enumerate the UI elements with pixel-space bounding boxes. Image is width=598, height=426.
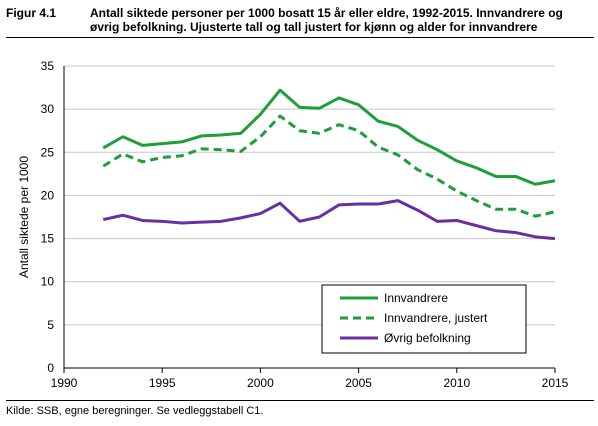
- y-tick-label: 15: [41, 232, 55, 246]
- x-tick-label: 2000: [247, 376, 274, 390]
- y-tick-label: 25: [41, 145, 55, 159]
- legend-label-0: Innvandrere: [384, 291, 448, 305]
- series-line-0: [102, 88, 556, 186]
- series-line-2: [102, 199, 556, 241]
- x-axis-ticks: 1990 1995 2000 2005 2010 2015: [51, 368, 569, 390]
- y-tick-label: 30: [41, 102, 55, 116]
- y-tick-label: 10: [41, 275, 55, 289]
- y-axis-title: Antall siktede per 1000: [17, 156, 31, 278]
- x-tick-label: 1995: [149, 376, 176, 390]
- y-tick-label: 20: [41, 188, 55, 202]
- y-tick-label: 35: [41, 59, 55, 73]
- x-tick-label: 1990: [51, 376, 78, 390]
- legend: Innvandrere Innvandrere, justert Øvrig bef…: [321, 284, 527, 354]
- x-tick-label: 2005: [345, 376, 372, 390]
- series-line-1: [102, 114, 556, 218]
- x-tick-label: 2010: [443, 376, 470, 390]
- legend-label-1: Innvandrere, justert: [384, 311, 488, 325]
- gridlines: [63, 65, 555, 369]
- x-tick-label: 2015: [542, 376, 569, 390]
- y-tick-label: 5: [47, 318, 54, 332]
- figure-label: Figur 4.1: [6, 6, 57, 20]
- top-rule: [6, 37, 594, 38]
- source-note: Kilde: SSB, egne beregninger. Se vedlegg…: [6, 405, 264, 417]
- y-axis-ticks: 0 5 10 15 20 25 30 35: [41, 59, 55, 375]
- series-lines: [102, 88, 556, 241]
- figure-title: Antall siktede personer per 1000 bosatt …: [90, 6, 563, 34]
- legend-label-2: Øvrig befolkning: [384, 331, 471, 345]
- y-tick-label: 0: [47, 361, 54, 375]
- bottom-rule: [6, 400, 594, 401]
